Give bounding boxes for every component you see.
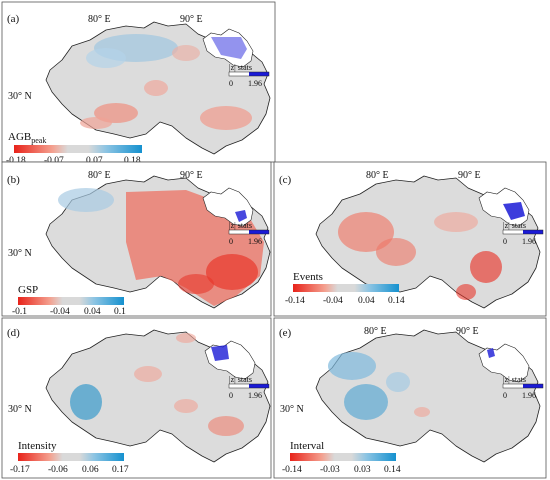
z-stats-bar xyxy=(502,229,544,235)
variable-label: GSP xyxy=(18,284,38,296)
colorbar xyxy=(18,297,124,305)
lat-label-30: 30° N xyxy=(8,91,32,102)
z-stats-label: |z| stats xyxy=(229,375,252,384)
panel-c: (c) 80° E 90° E |z| stats 0 1.96 Events … xyxy=(273,161,547,317)
panel-label: (e) xyxy=(279,327,292,339)
z-tick-1: 1.96 xyxy=(522,391,536,400)
z-stats-bar xyxy=(502,383,544,389)
colorbar xyxy=(14,145,142,153)
variable-label: Interval xyxy=(290,440,324,452)
colorbar-legend: Intensity -0.17 -0.06 0.06 0.17 xyxy=(10,440,129,475)
z-stats-legend: |z| stats 0 1.96 xyxy=(228,63,270,88)
z-stats-legend: |z| stats 0 1.96 xyxy=(228,221,270,246)
panel-label: (d) xyxy=(7,327,20,339)
z-tick-1: 1.96 xyxy=(248,237,262,246)
significance-inset xyxy=(202,28,254,68)
colorbar-tick: -0.07 xyxy=(44,156,64,166)
colorbar-tick: 0.14 xyxy=(384,465,401,475)
significance-inset xyxy=(204,340,256,380)
colorbar-tick: 0.14 xyxy=(388,296,405,306)
z-tick-1: 1.96 xyxy=(248,79,262,88)
colorbar-tick: -0.04 xyxy=(50,307,70,317)
colorbar-tick: -0.14 xyxy=(285,296,305,306)
colorbar-tick: 0.03 xyxy=(354,465,371,475)
lat-label-30: 30° N xyxy=(280,404,304,415)
z-stats-bar xyxy=(228,229,270,235)
lat-label-30: 30° N xyxy=(8,248,32,259)
z-stats-bar xyxy=(228,383,270,389)
colorbar-tick: -0.04 xyxy=(323,296,343,306)
colorbar-tick: 0.07 xyxy=(86,156,103,166)
variable-label: Intensity xyxy=(18,440,57,452)
panel-d: (d) 30° N |z| stats 0 1.96 Intensity -0.… xyxy=(1,317,272,479)
lon-label-90: 90° E xyxy=(456,326,479,337)
panel-label: (a) xyxy=(7,13,20,25)
colorbar-tick: -0.14 xyxy=(282,465,302,475)
colorbar-legend: Events -0.14 -0.04 0.04 0.14 xyxy=(285,271,405,306)
colorbar-legend: Interval -0.14 -0.03 0.03 0.14 xyxy=(282,440,401,475)
z-stats-label: |z| stats xyxy=(229,221,252,230)
colorbar-tick: 0.18 xyxy=(124,156,141,166)
region-map xyxy=(315,329,541,463)
lon-label-80: 80° E xyxy=(88,14,111,25)
z-tick-0: 0 xyxy=(229,237,233,246)
region-map xyxy=(45,329,271,463)
z-stats-legend: |z| stats 0 1.96 xyxy=(502,375,544,400)
colorbar-tick: -0.17 xyxy=(10,465,30,475)
colorbar-tick: -0.1 xyxy=(12,307,27,317)
z-stats-label: |z| stats xyxy=(503,375,526,384)
z-stats-legend: |z| stats 0 1.96 xyxy=(228,375,270,400)
panel-label: (b) xyxy=(7,174,20,186)
panel-b: (b) 80° E 90° E 30° N |z| stats 0 1.96 G… xyxy=(1,161,272,317)
z-tick-1: 1.96 xyxy=(522,237,536,246)
colorbar-tick: -0.03 xyxy=(320,465,340,475)
lon-label-80: 80° E xyxy=(364,326,387,337)
lon-label-90: 90° E xyxy=(458,170,481,181)
lon-label-90: 90° E xyxy=(180,14,203,25)
lon-label-80: 80° E xyxy=(366,170,389,181)
panel-a: (a) 80° E 90° E 30° N |z| stats 0 1.96 A… xyxy=(1,1,276,166)
variable-label: Events xyxy=(293,271,323,283)
z-stats-label: |z| stats xyxy=(229,63,252,72)
colorbar-legend: AGBpeak -0.18 -0.07 0.07 0.18 xyxy=(6,131,142,166)
lon-label-80: 80° E xyxy=(88,170,111,181)
z-tick-0: 0 xyxy=(503,391,507,400)
z-tick-0: 0 xyxy=(229,391,233,400)
variable-label: AGBpeak xyxy=(8,131,46,145)
colorbar xyxy=(293,284,399,292)
significance-inset xyxy=(478,187,530,227)
lat-label-30: 30° N xyxy=(8,404,32,415)
z-tick-0: 0 xyxy=(503,237,507,246)
region-map xyxy=(45,21,271,155)
colorbar-tick: 0.17 xyxy=(112,465,129,475)
panel-e: (e) 80° E 90° E 30° N |z| stats 0 1.96 I… xyxy=(273,317,547,479)
colorbar-tick: -0.06 xyxy=(48,465,68,475)
z-stats-bar xyxy=(228,71,270,77)
colorbar-tick: 0.04 xyxy=(358,296,375,306)
significance-inset xyxy=(202,187,254,227)
region-map xyxy=(315,175,541,309)
colorbar xyxy=(18,453,124,461)
colorbar-legend: GSP -0.1 -0.04 0.04 0.1 xyxy=(12,284,126,317)
panel-label: (c) xyxy=(279,174,292,186)
lon-label-90: 90° E xyxy=(180,170,203,181)
colorbar-tick: 0.04 xyxy=(84,307,101,317)
colorbar-tick: -0.18 xyxy=(6,156,26,166)
z-tick-1: 1.96 xyxy=(248,391,262,400)
z-tick-0: 0 xyxy=(229,79,233,88)
z-stats-legend: |z| stats 0 1.96 xyxy=(502,221,544,246)
colorbar-tick: 0.06 xyxy=(82,465,99,475)
z-stats-label: |z| stats xyxy=(503,221,526,230)
colorbar-tick: 0.1 xyxy=(114,307,126,317)
significance-inset xyxy=(478,343,530,383)
colorbar xyxy=(290,453,396,461)
